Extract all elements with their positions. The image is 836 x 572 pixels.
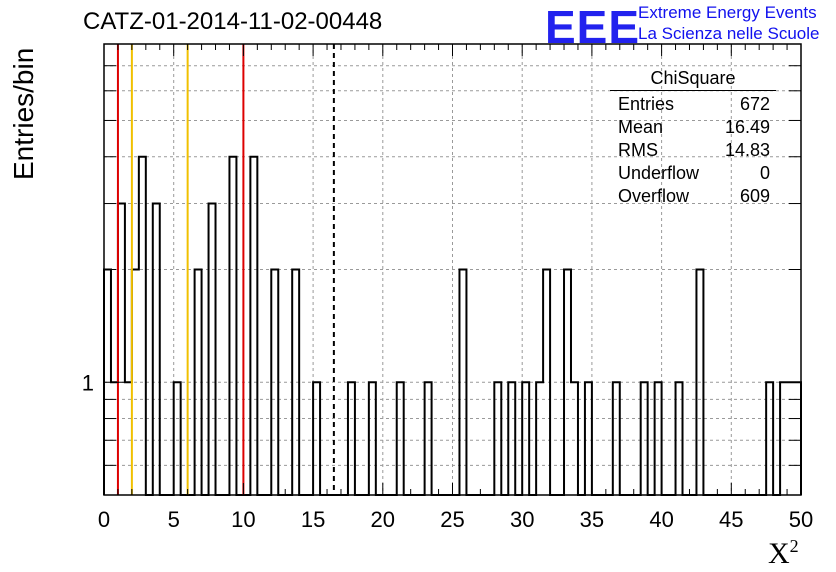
stats-row-rms: RMS 14.83 [618, 140, 770, 160]
stats-row-overflow: Overflow 609 [618, 186, 770, 206]
stats-box: ChiSquare Entries 672 Mean 16.49 RMS 14.83 … [610, 68, 776, 208]
stats-row-underflow: Underflow 0 [618, 163, 770, 183]
y-tick-label: 1 [82, 370, 94, 395]
x-tick-label: 40 [649, 507, 673, 532]
logo-text-line1: Extreme Energy Events [638, 3, 817, 22]
x-axis-label: X2 [768, 536, 799, 570]
logo-text-line2: La Scienza nelle Scuole [638, 24, 820, 43]
x-tick-label: 35 [580, 507, 604, 532]
x-tick-label: 15 [301, 507, 325, 532]
x-tick-label: 0 [98, 507, 110, 532]
eee-logo: EEE [545, 1, 641, 53]
stats-row-entries: Entries 672 [618, 94, 770, 114]
x-tick-label: 25 [440, 507, 464, 532]
x-tick-label: 30 [510, 507, 534, 532]
x-tick-label: 20 [371, 507, 395, 532]
x-tick-label: 45 [719, 507, 743, 532]
x-tick-label: 5 [168, 507, 180, 532]
chart-title: CATZ-01-2014-11-02-00448 [83, 8, 383, 35]
x-tick-label: 10 [231, 507, 255, 532]
y-axis-label: Entries/bin [8, 47, 39, 180]
stats-title: ChiSquare [610, 68, 776, 91]
x-tick-label: 50 [789, 507, 813, 532]
stats-row-mean: Mean 16.49 [618, 117, 770, 137]
